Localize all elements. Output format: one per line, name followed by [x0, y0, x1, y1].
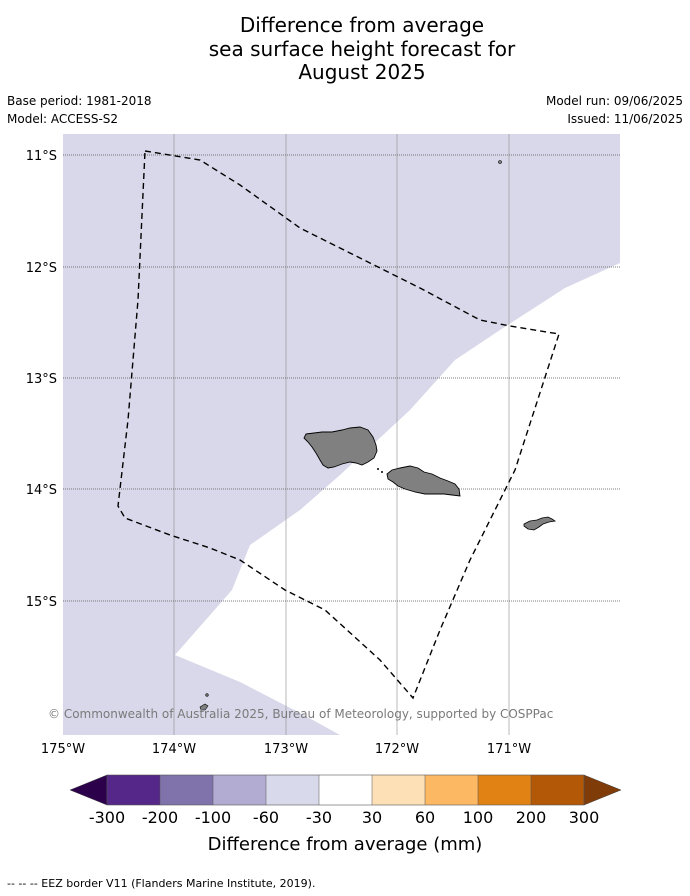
colorbar-tick-label: -300	[89, 808, 125, 827]
lat-label-11s: 11°S	[26, 149, 57, 164]
islet-south	[205, 693, 209, 697]
title-line-1: Difference from average	[239, 13, 485, 37]
colorbar-tick-label: 100	[463, 808, 494, 827]
colorbar-bin	[425, 775, 478, 805]
colorbar-tick-label: -60	[253, 808, 279, 827]
colorbar-bin	[266, 775, 319, 805]
island-tutuila	[523, 516, 557, 531]
attribution-text: © Commonwealth of Australia 2025, Bureau…	[48, 707, 553, 721]
title-line-3: August 2025	[298, 60, 426, 84]
colorbar-bin	[478, 775, 531, 805]
eez-border	[117, 150, 560, 700]
issued-label: Issued: 11/06/2025	[567, 112, 683, 126]
colorbar-tick-label: 300	[569, 808, 600, 827]
colorbar-tick-label: 30	[362, 808, 382, 827]
colorbar-tick-label: 200	[516, 808, 547, 827]
latitude-labels: 11°S 12°S 13°S 14°S 15°S	[26, 149, 57, 610]
colorbar: -300 -200 -100 -60 -30 30 60 100 200 300…	[69, 774, 622, 855]
colorbar-bin	[213, 775, 266, 805]
colorbar-under-arrow	[69, 774, 108, 806]
colorbar-bin	[107, 775, 160, 805]
island-upolu	[386, 465, 461, 497]
colorbar-tick-label: 60	[415, 808, 435, 827]
lon-label-174w: 174°W	[152, 742, 196, 757]
colorbar-tick-label: -100	[195, 808, 231, 827]
grid-lines	[173, 134, 510, 735]
colorbar-bin	[160, 775, 213, 805]
lon-label-175w: 175°W	[41, 742, 85, 757]
islet-southwest	[199, 703, 209, 711]
islet-north	[498, 160, 502, 164]
colorbar-bin	[319, 775, 372, 805]
islet-manono	[381, 471, 383, 473]
map-figure: © Commonwealth of Australia 2025, Bureau…	[26, 134, 622, 855]
title-line-2: sea surface height forecast for	[208, 36, 516, 61]
colorbar-bin	[372, 775, 425, 805]
lat-label-13s: 13°S	[26, 372, 57, 387]
lat-grid-lines	[63, 154, 620, 602]
colorbar-tick-label: -200	[142, 808, 178, 827]
colorbar-outline	[106, 774, 585, 806]
colorbar-over-arrow	[583, 774, 622, 806]
lat-label-14s: 14°S	[26, 483, 57, 498]
model-run-label: Model run: 09/06/2025	[545, 94, 683, 108]
longitude-labels: 175°W 174°W 173°W 172°W 171°W	[41, 742, 531, 757]
lon-label-171w: 171°W	[487, 742, 531, 757]
base-period-label: Base period: 1981-2018	[7, 94, 152, 108]
island-savaii	[303, 426, 378, 469]
model-label: Model: ACCESS-S2	[7, 112, 119, 126]
islet-apolima	[377, 468, 379, 470]
lon-label-172w: 172°W	[375, 742, 419, 757]
eez-footnote: -- -- -- EEZ border V11 (Flanders Marine…	[7, 877, 316, 890]
map-area	[63, 134, 620, 735]
chart-title: Difference from average sea surface heig…	[0, 13, 690, 85]
lat-label-12s: 12°S	[26, 261, 57, 276]
colorbar-tick-label: -30	[306, 808, 332, 827]
colorbar-bin	[531, 775, 584, 805]
lon-label-173w: 173°W	[264, 742, 308, 757]
lat-label-15s: 15°S	[26, 595, 57, 610]
colorbar-title: Difference from average (mm)	[208, 834, 483, 855]
